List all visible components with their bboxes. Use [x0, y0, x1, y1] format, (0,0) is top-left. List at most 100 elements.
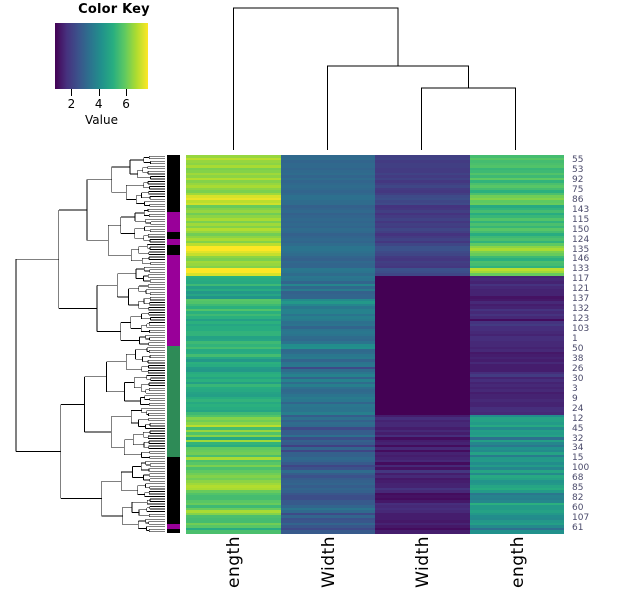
heatmap-cell[interactable]: [469, 298, 564, 302]
heatmap-cell[interactable]: [375, 432, 470, 436]
heatmap-cell[interactable]: [280, 444, 375, 448]
heatmap-cell[interactable]: [186, 238, 281, 242]
heatmap-cell[interactable]: [469, 328, 564, 332]
heatmap-cell[interactable]: [186, 326, 281, 330]
heatmap-cell[interactable]: [375, 530, 470, 534]
heatmap-cell[interactable]: [280, 346, 375, 350]
heatmap-cell[interactable]: [280, 485, 375, 489]
heatmap-cell[interactable]: [375, 396, 470, 401]
heatmap-cell[interactable]: [375, 175, 470, 179]
heatmap-cell[interactable]: [280, 268, 375, 272]
heatmap-cell[interactable]: [469, 427, 564, 431]
heatmap-cell[interactable]: [280, 250, 375, 254]
heatmap-cell[interactable]: [469, 462, 564, 466]
heatmap-cell[interactable]: [280, 505, 375, 509]
heatmap-cell[interactable]: [280, 323, 375, 327]
heatmap-cell[interactable]: [375, 230, 470, 234]
heatmap-cell[interactable]: [469, 520, 564, 524]
heatmap-cell[interactable]: [186, 258, 281, 262]
heatmap-cell[interactable]: [375, 308, 470, 312]
heatmap-cell[interactable]: [469, 359, 564, 363]
heatmap-cell[interactable]: [186, 291, 281, 295]
heatmap-cell[interactable]: [280, 467, 375, 471]
heatmap-cell[interactable]: [469, 240, 564, 244]
heatmap-cell[interactable]: [186, 220, 281, 224]
heatmap-cell[interactable]: [186, 364, 281, 368]
heatmap-cell[interactable]: [469, 197, 564, 201]
heatmap-cell[interactable]: [375, 328, 470, 332]
heatmap-cell[interactable]: [280, 190, 375, 194]
heatmap-cell[interactable]: [375, 253, 470, 257]
heatmap-cell[interactable]: [186, 180, 281, 184]
heatmap-cell[interactable]: [469, 384, 564, 388]
heatmap-cell[interactable]: [469, 480, 564, 484]
heatmap-cell[interactable]: [186, 429, 281, 433]
heatmap-cell[interactable]: [280, 447, 375, 451]
heatmap-cell[interactable]: [375, 318, 470, 322]
heatmap-cell[interactable]: [375, 165, 470, 169]
heatmap-cell[interactable]: [469, 442, 564, 446]
heatmap-cell[interactable]: [469, 401, 564, 406]
heatmap-cell[interactable]: [469, 210, 564, 214]
heatmap-cell[interactable]: [375, 197, 470, 201]
heatmap-cell[interactable]: [469, 464, 564, 469]
heatmap-cell[interactable]: [186, 328, 281, 332]
heatmap-cell[interactable]: [280, 414, 375, 418]
heatmap-cell[interactable]: [280, 218, 375, 222]
heatmap-cell[interactable]: [469, 301, 564, 305]
heatmap-cell[interactable]: [469, 434, 564, 438]
heatmap-cell[interactable]: [186, 525, 281, 529]
heatmap-cell[interactable]: [280, 248, 375, 252]
heatmap-cell[interactable]: [375, 344, 470, 348]
heatmap-cell[interactable]: [186, 520, 281, 524]
heatmap-cell[interactable]: [469, 477, 564, 481]
heatmap-cell[interactable]: [280, 298, 375, 302]
heatmap-cell[interactable]: [186, 482, 281, 486]
heatmap-cell[interactable]: [280, 389, 375, 393]
heatmap-cell[interactable]: [469, 331, 564, 335]
heatmap-cell[interactable]: [469, 447, 564, 451]
heatmap-cell[interactable]: [375, 366, 470, 370]
heatmap-cell[interactable]: [186, 346, 281, 350]
heatmap-cell[interactable]: [375, 374, 470, 378]
heatmap-cell[interactable]: [280, 185, 375, 189]
heatmap-cell[interactable]: [469, 512, 564, 516]
heatmap-cell[interactable]: [375, 354, 470, 358]
heatmap-cell[interactable]: [375, 278, 470, 282]
heatmap-cell[interactable]: [375, 210, 470, 214]
heatmap-cell[interactable]: [280, 338, 375, 343]
heatmap-cell[interactable]: [469, 432, 564, 436]
heatmap-cell[interactable]: [186, 207, 281, 212]
heatmap-cell[interactable]: [186, 517, 281, 521]
heatmap-cell[interactable]: [280, 202, 375, 206]
heatmap-cell[interactable]: [375, 487, 470, 491]
heatmap-cell[interactable]: [375, 248, 470, 252]
heatmap-cell[interactable]: [375, 437, 470, 441]
heatmap-cell[interactable]: [186, 391, 281, 395]
heatmap-cell[interactable]: [469, 258, 564, 262]
heatmap-cell[interactable]: [280, 472, 375, 476]
heatmap-cell[interactable]: [186, 515, 281, 519]
heatmap-cell[interactable]: [469, 182, 564, 186]
heatmap-cell[interactable]: [469, 386, 564, 390]
heatmap-cell[interactable]: [186, 459, 281, 464]
heatmap-cell[interactable]: [375, 419, 470, 423]
heatmap-cell[interactable]: [469, 265, 564, 269]
heatmap-cell[interactable]: [469, 527, 564, 532]
heatmap-cell[interactable]: [280, 510, 375, 514]
heatmap-cell[interactable]: [280, 281, 375, 285]
heatmap-cell[interactable]: [186, 263, 281, 267]
heatmap-cell[interactable]: [469, 525, 564, 529]
heatmap-cell[interactable]: [186, 253, 281, 257]
heatmap-cell[interactable]: [280, 525, 375, 529]
heatmap-cell[interactable]: [375, 177, 470, 181]
heatmap-cell[interactable]: [186, 344, 281, 348]
heatmap-cell[interactable]: [375, 485, 470, 489]
heatmap-cell[interactable]: [469, 336, 564, 340]
heatmap-cell[interactable]: [186, 160, 281, 164]
heatmap-cell[interactable]: [186, 155, 281, 159]
heatmap-cell[interactable]: [375, 296, 470, 300]
heatmap-cell[interactable]: [186, 333, 281, 338]
heatmap-cell[interactable]: [375, 333, 470, 338]
heatmap-cell[interactable]: [280, 321, 375, 325]
